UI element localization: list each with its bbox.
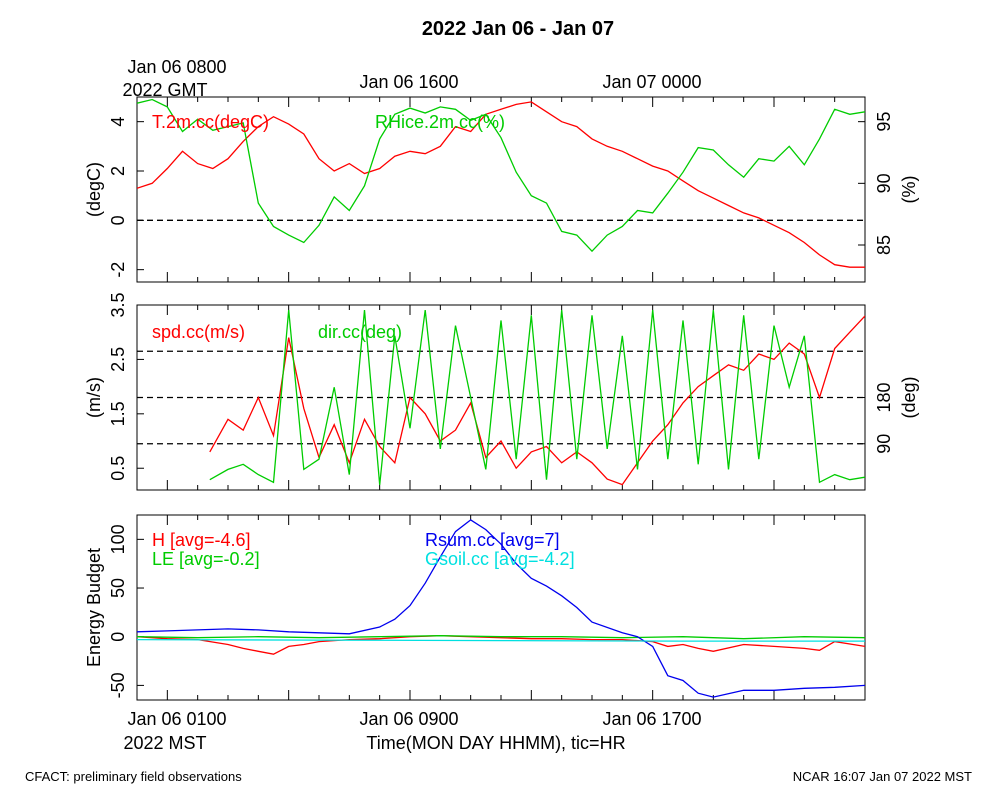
y-axis-label: (m/s) <box>84 377 104 418</box>
series-line-t-2m-cc-degc- <box>137 101 865 268</box>
y-tick-label: 50 <box>108 578 128 598</box>
y-tick-label: 0 <box>108 215 128 225</box>
legend-le: LE [avg=-0.2] <box>152 549 260 569</box>
legend-dir: dir.cc(deg) <box>318 322 402 342</box>
y2-tick-label: 95 <box>874 112 894 132</box>
bottom-time-label-1-year: 2022 MST <box>123 733 206 753</box>
series-line-h-avg-4-6- <box>137 635 865 655</box>
y-axis-label: Energy Budget <box>84 548 104 667</box>
footer-right: NCAR 16:07 Jan 07 2022 MST <box>793 769 972 784</box>
y2-axis-label: (%) <box>899 176 919 204</box>
series-line-gsoil-cc-avg-4-2- <box>137 638 865 642</box>
footer-left: CFACT: preliminary field observations <box>25 769 242 784</box>
top-time-label-3: Jan 07 0000 <box>602 72 701 92</box>
y-tick-label: 0 <box>108 632 128 642</box>
y2-axis-label: (deg) <box>899 376 919 418</box>
top-time-label-1: Jan 06 0800 <box>127 57 226 77</box>
series-line-spd-cc-m-s- <box>209 315 865 486</box>
y2-tick-label: 85 <box>874 235 894 255</box>
x-axis-label: Time(MON DAY HHMM), tic=HR <box>366 733 625 753</box>
y-tick-label: 4 <box>108 117 128 127</box>
legend-h: H [avg=-4.6] <box>152 530 251 550</box>
series-line-dir-cc-deg- <box>209 310 865 485</box>
y-tick-label: 3.5 <box>108 292 128 317</box>
legend-rhice: RHice.2m.cc(%) <box>375 112 505 132</box>
chart-title: 2022 Jan 06 - Jan 07 <box>422 18 614 40</box>
top-time-label-2: Jan 06 1600 <box>359 72 458 92</box>
y-tick-label: -2 <box>108 262 128 278</box>
y-tick-label: 2.5 <box>108 347 128 372</box>
y2-tick-label: 180 <box>874 382 894 412</box>
y2-tick-label: 90 <box>874 173 894 193</box>
y2-tick-label: 90 <box>874 434 894 454</box>
y-tick-label: 1.5 <box>108 401 128 426</box>
legend-rsum: Rsum.cc [avg=7] <box>425 530 560 550</box>
bottom-time-label-3: Jan 06 1700 <box>602 709 701 729</box>
legend-spd: spd.cc(m/s) <box>152 322 245 342</box>
bottom-time-label-2: Jan 06 0900 <box>359 709 458 729</box>
legend-t2m: T.2m.cc(degC) <box>152 112 269 132</box>
y-tick-label: 2 <box>108 166 128 176</box>
y-tick-label: 100 <box>108 524 128 554</box>
y-tick-label: 0.5 <box>108 456 128 481</box>
y-tick-label: -50 <box>108 672 128 698</box>
y-axis-label: (degC) <box>84 162 104 217</box>
top-time-label-1-year: 2022 GMT <box>122 80 207 100</box>
series-line-le-avg-0-2- <box>137 635 865 640</box>
series-line-rhice-2m-cc- <box>137 98 865 253</box>
bottom-time-label-1: Jan 06 0100 <box>127 709 226 729</box>
legend-gsoil: Gsoil.cc [avg=-4.2] <box>425 549 575 569</box>
series-line-rsum-cc-avg-7- <box>137 519 865 698</box>
